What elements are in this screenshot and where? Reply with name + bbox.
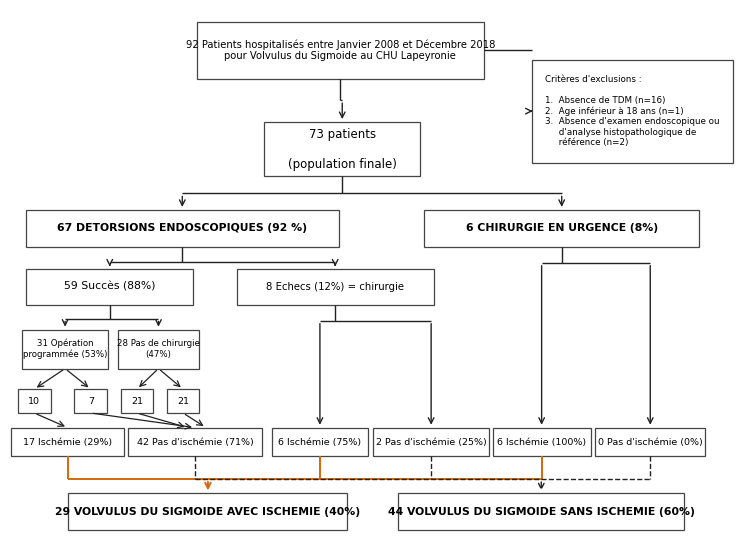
Text: 8 Echecs (12%) = chirurgie: 8 Echecs (12%) = chirurgie	[266, 282, 404, 292]
FancyBboxPatch shape	[398, 493, 684, 530]
Text: 28 Pas de chirurgie
(47%): 28 Pas de chirurgie (47%)	[117, 339, 200, 359]
Text: 17 Ischémie (29%): 17 Ischémie (29%)	[23, 437, 112, 447]
Text: 42 Pas d'ischémie (71%): 42 Pas d'ischémie (71%)	[137, 437, 253, 447]
Text: 0 Pas d'ischémie (0%): 0 Pas d'ischémie (0%)	[598, 437, 702, 447]
Text: 59 Succès (88%): 59 Succès (88%)	[64, 282, 155, 292]
FancyBboxPatch shape	[167, 389, 199, 413]
FancyBboxPatch shape	[595, 428, 705, 456]
Text: 67 DETORSIONS ENDOSCOPIQUES (92 %): 67 DETORSIONS ENDOSCOPIQUES (92 %)	[57, 223, 307, 233]
FancyBboxPatch shape	[493, 428, 591, 456]
Text: 73 patients

(population finale): 73 patients (population finale)	[288, 127, 397, 171]
Text: 29 VOLVULUS DU SIGMOIDE AVEC ISCHEMIE (40%): 29 VOLVULUS DU SIGMOIDE AVEC ISCHEMIE (4…	[55, 507, 361, 517]
FancyBboxPatch shape	[22, 330, 108, 369]
Text: 21: 21	[131, 397, 143, 405]
FancyBboxPatch shape	[197, 22, 484, 79]
Text: 21: 21	[177, 397, 189, 405]
Text: 2 Pas d'ischémie (25%): 2 Pas d'ischémie (25%)	[376, 437, 487, 447]
Text: 6 Ischémie (100%): 6 Ischémie (100%)	[497, 437, 586, 447]
Text: 6 CHIRURGIE EN URGENCE (8%): 6 CHIRURGIE EN URGENCE (8%)	[466, 223, 658, 233]
Text: 7: 7	[88, 397, 94, 405]
Text: 92 Patients hospitalisés entre Janvier 2008 et Décembre 2018
pour Volvulus du Si: 92 Patients hospitalisés entre Janvier 2…	[186, 39, 495, 61]
Text: 10: 10	[28, 397, 40, 405]
Text: Critères d'exclusions :

1.  Absence de TDM (n=16)
2.  Age inférieur à 18 ans (n: Critères d'exclusions : 1. Absence de TD…	[545, 75, 719, 147]
FancyBboxPatch shape	[74, 389, 107, 413]
Text: 44 VOLVULUS DU SIGMOIDE SANS ISCHEMIE (60%): 44 VOLVULUS DU SIGMOIDE SANS ISCHEMIE (6…	[388, 507, 695, 517]
FancyBboxPatch shape	[128, 428, 262, 456]
FancyBboxPatch shape	[26, 269, 193, 305]
FancyBboxPatch shape	[118, 330, 199, 369]
FancyBboxPatch shape	[11, 428, 124, 456]
FancyBboxPatch shape	[68, 493, 347, 530]
FancyBboxPatch shape	[121, 389, 153, 413]
FancyBboxPatch shape	[237, 269, 434, 305]
FancyBboxPatch shape	[424, 210, 699, 247]
Text: 31 Opération
programmée (53%): 31 Opération programmée (53%)	[23, 339, 107, 359]
Text: 6 Ischémie (75%): 6 Ischémie (75%)	[278, 437, 362, 447]
FancyBboxPatch shape	[532, 60, 733, 163]
FancyBboxPatch shape	[264, 122, 420, 176]
FancyBboxPatch shape	[272, 428, 368, 456]
FancyBboxPatch shape	[18, 389, 51, 413]
FancyBboxPatch shape	[373, 428, 489, 456]
FancyBboxPatch shape	[26, 210, 339, 247]
